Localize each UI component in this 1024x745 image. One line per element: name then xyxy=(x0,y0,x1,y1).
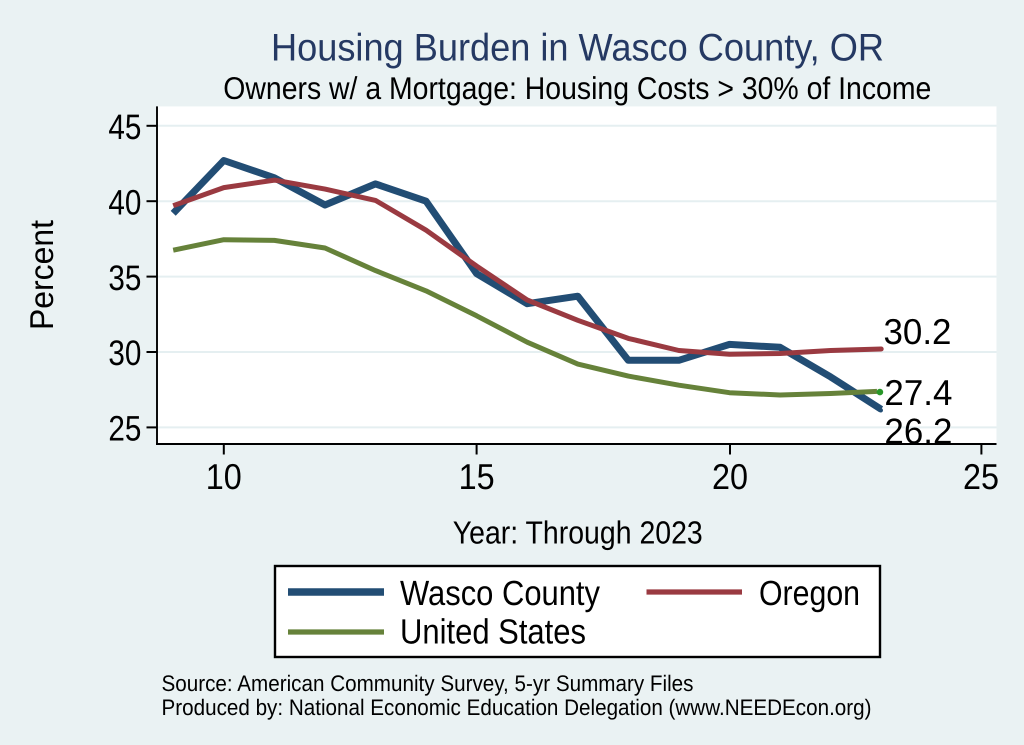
svg-text:Owners w/ a Mortgage: Housing: Owners w/ a Mortgage: Housing Costs > 30… xyxy=(223,70,931,106)
svg-text:27.4: 27.4 xyxy=(884,372,952,413)
svg-text:Produced by: National Economic: Produced by: National Economic Education… xyxy=(162,695,872,720)
svg-text:Housing Burden in Wasco County: Housing Burden in Wasco County, OR xyxy=(271,27,884,70)
svg-text:35: 35 xyxy=(108,258,141,298)
svg-text:Source: American Community Sur: Source: American Community Survey, 5-yr … xyxy=(162,671,694,696)
svg-text:45: 45 xyxy=(108,107,141,147)
svg-text:Percent: Percent xyxy=(23,220,60,330)
svg-text:26.2: 26.2 xyxy=(884,410,952,451)
svg-text:Wasco County: Wasco County xyxy=(400,574,600,613)
svg-text:20: 20 xyxy=(712,456,748,497)
svg-text:Year: Through 2023: Year: Through 2023 xyxy=(453,515,703,551)
svg-text:15: 15 xyxy=(459,456,495,497)
svg-text:25: 25 xyxy=(963,456,999,497)
svg-text:10: 10 xyxy=(206,456,242,497)
svg-text:25: 25 xyxy=(108,409,141,449)
svg-text:Oregon: Oregon xyxy=(759,574,860,613)
svg-text:United States: United States xyxy=(400,613,586,652)
svg-text:30.2: 30.2 xyxy=(884,311,952,352)
svg-text:40: 40 xyxy=(108,182,141,222)
svg-text:30: 30 xyxy=(108,333,141,373)
